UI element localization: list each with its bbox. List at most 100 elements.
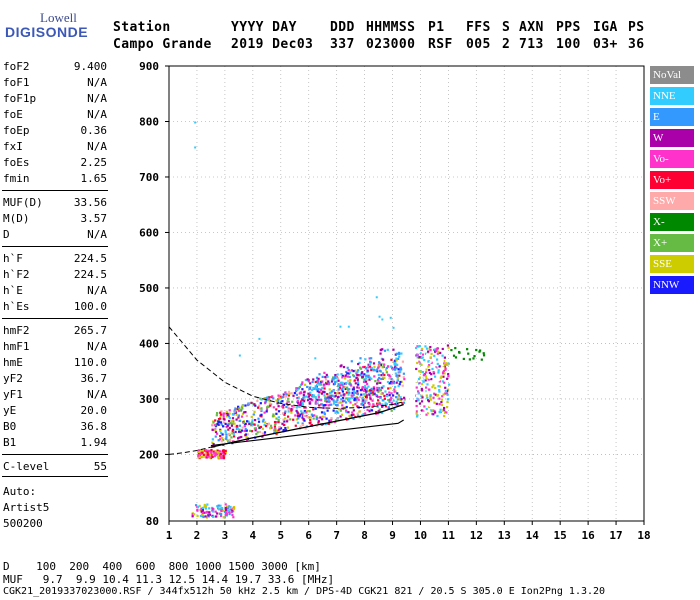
echo-point: [391, 379, 395, 382]
echo-point: [432, 372, 436, 375]
echo-point: [219, 428, 222, 431]
echo-point: [448, 383, 451, 386]
echo-point: [230, 432, 233, 435]
echo-point: [392, 348, 395, 351]
echo-point: [328, 396, 331, 399]
echo-point: [341, 397, 345, 400]
echo-point: [241, 407, 244, 410]
echo-point: [431, 386, 434, 389]
parameter-value: 20.0: [80, 404, 108, 417]
header-label: IGA: [593, 20, 618, 35]
echo-point: [279, 400, 283, 403]
echo-point: [311, 414, 315, 417]
parameter-row: yE 20.0: [3, 403, 107, 419]
echo-point: [310, 395, 314, 398]
echo-point: [348, 381, 351, 384]
echo-point: [350, 414, 353, 417]
echo-point: [293, 405, 296, 408]
echo-point: [332, 400, 336, 404]
echo-point: [243, 411, 246, 414]
echo-point: [444, 386, 447, 389]
echo-point: [356, 371, 359, 374]
echo-point: [397, 394, 400, 397]
echo-point: [420, 400, 424, 403]
echo-point: [369, 391, 372, 394]
echo-point: [250, 415, 253, 419]
echo-point: [430, 352, 433, 356]
echo-point: [286, 420, 289, 423]
header-value: 2019 Dec03: [231, 37, 314, 52]
echo-point: [379, 369, 382, 372]
echo-point: [199, 508, 202, 512]
echo-point: [318, 388, 321, 391]
x-tick-label: 15: [554, 529, 567, 542]
header-value: RSF: [428, 37, 453, 52]
echo-point: [277, 396, 281, 399]
echo-point: [221, 509, 225, 512]
echo-point: [366, 370, 369, 374]
echo-point: [211, 438, 214, 441]
echo-point: [428, 404, 431, 407]
echo-point: [362, 403, 365, 407]
echo-point: [258, 426, 261, 429]
echo-point: [301, 388, 304, 391]
echo-point: [275, 408, 278, 411]
echo-point: [222, 421, 225, 424]
echo-point: [462, 357, 465, 361]
echo-point: [296, 388, 299, 391]
echo-point: [206, 503, 209, 506]
echo-point: [257, 406, 260, 409]
echo-point: [277, 416, 280, 419]
echo-point: [339, 415, 342, 418]
echo-point: [231, 422, 234, 425]
echo-point: [196, 514, 199, 518]
parameter-value: 33.56: [73, 196, 107, 209]
distance-scale-line: D 100 200 400 600 800 1000 1500 3000 [km…: [3, 560, 321, 573]
echo-point: [395, 357, 398, 360]
echo-point: [418, 370, 421, 373]
echo-point: [436, 352, 439, 355]
echo-point: [194, 121, 197, 124]
parameter-row: foEs 2.25: [3, 155, 107, 171]
echo-point: [202, 515, 205, 519]
echo-point: [366, 382, 369, 386]
echo-point: [420, 363, 423, 366]
echo-point: [435, 402, 438, 405]
echo-point: [384, 368, 388, 371]
echo-point: [371, 391, 374, 394]
echo-point: [225, 425, 228, 429]
echo-point: [237, 409, 241, 412]
echo-point: [327, 400, 330, 403]
echo-point: [265, 408, 269, 411]
echo-point: [359, 374, 362, 377]
echo-point: [245, 436, 248, 439]
parameter-value: N/A: [87, 340, 107, 353]
echo-point: [428, 347, 431, 350]
echo-point: [441, 395, 444, 398]
echo-point: [308, 393, 311, 397]
echo-point: [295, 393, 298, 396]
echo-point: [212, 421, 215, 424]
echo-point: [344, 401, 348, 404]
echo-point: [333, 391, 337, 395]
echo-point: [309, 386, 312, 389]
echo-point: [222, 415, 225, 418]
echo-point: [373, 389, 376, 392]
parameter-name: hmF2: [3, 324, 30, 337]
echo-point: [434, 393, 437, 396]
echo-point: [219, 514, 223, 518]
echo-point: [345, 381, 348, 385]
echo-point: [315, 417, 319, 420]
echo-point: [365, 387, 368, 390]
echo-point: [317, 388, 320, 391]
echo-point: [272, 413, 275, 416]
echo-point: [421, 383, 424, 386]
echo-point: [265, 423, 268, 427]
echo-point: [339, 384, 342, 387]
echo-point: [231, 440, 235, 443]
parameter-value: 224.5: [73, 268, 107, 281]
echo-point: [282, 429, 285, 432]
echo-point: [325, 397, 328, 401]
echo-point: [356, 405, 359, 408]
echo-point: [283, 420, 286, 423]
